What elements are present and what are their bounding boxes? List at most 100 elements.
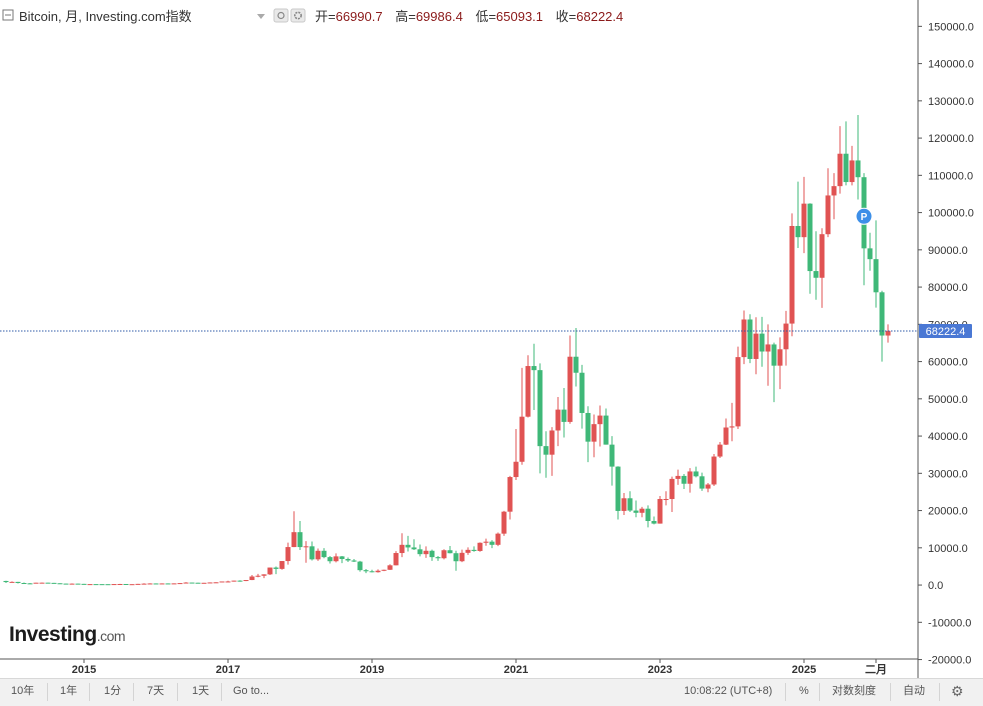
candles-layer xyxy=(3,114,891,586)
candle xyxy=(51,582,57,584)
settings-small-icon[interactable] xyxy=(290,8,306,23)
candle xyxy=(633,500,639,518)
clock-time: 10:08:22 (UTC+8) xyxy=(684,685,773,697)
candle xyxy=(693,466,699,478)
range-1y-button[interactable]: 1年 xyxy=(60,685,78,697)
candle xyxy=(609,436,615,486)
candle xyxy=(807,203,813,294)
gear-icon[interactable]: ⚙ xyxy=(951,683,964,699)
y-tick-label: -10000.0 xyxy=(928,617,971,629)
candle xyxy=(219,581,225,583)
candle xyxy=(681,474,687,489)
candle xyxy=(615,466,621,520)
candle xyxy=(567,335,573,424)
candle xyxy=(441,549,447,560)
candle xyxy=(225,580,231,583)
chevron-down-icon[interactable] xyxy=(257,14,265,19)
candle xyxy=(537,363,543,474)
logo-brand: Investing xyxy=(9,623,97,646)
candle xyxy=(207,582,213,584)
candle xyxy=(771,342,777,403)
candle xyxy=(393,551,399,566)
candle xyxy=(579,364,585,429)
candle xyxy=(153,583,159,585)
candle xyxy=(291,511,297,548)
candle xyxy=(327,556,333,564)
candle xyxy=(93,583,99,586)
candle xyxy=(21,582,27,585)
candle xyxy=(879,290,885,362)
candle xyxy=(99,584,105,586)
candle xyxy=(465,547,471,555)
symbol-title[interactable]: Bitcoin, 月, Investing.com指数 xyxy=(19,9,192,24)
collapse-legend-icon[interactable] xyxy=(2,9,14,21)
candle xyxy=(669,476,675,513)
candle xyxy=(75,583,81,585)
candle xyxy=(297,520,303,551)
candle xyxy=(645,505,651,528)
candle xyxy=(651,516,657,525)
candle xyxy=(507,475,513,520)
ohlc-readout: 开=66990.7 高=69986.4 低=65093.1 收=68222.4 xyxy=(315,9,623,24)
candle xyxy=(273,566,279,575)
y-tick-label: 50000.0 xyxy=(928,394,968,406)
candle xyxy=(9,581,15,583)
candle xyxy=(759,316,765,367)
candle xyxy=(705,482,711,493)
candle xyxy=(489,540,495,549)
y-tick-label: 30000.0 xyxy=(928,468,968,480)
last-price-label: 68222.4 xyxy=(926,326,966,338)
candle xyxy=(717,442,723,459)
candle xyxy=(813,231,819,300)
candle xyxy=(549,427,555,476)
candle xyxy=(69,583,75,585)
range-7d-button[interactable]: 7天 xyxy=(147,685,165,697)
candle xyxy=(471,546,477,552)
x-axis[interactable]: 2015 2017 2019 2021 2023 2025 二月 xyxy=(72,659,887,676)
go-to-date-button[interactable]: Go to... xyxy=(233,685,270,697)
y-tick-label: 90000.0 xyxy=(928,245,968,257)
candle xyxy=(147,583,153,585)
range-10y-button[interactable]: 10年 xyxy=(11,685,35,697)
price-marker-icon[interactable]: P xyxy=(855,207,873,225)
candle xyxy=(399,533,405,558)
candle xyxy=(279,561,285,570)
y-tick-label: 130000.0 xyxy=(928,96,974,108)
candle xyxy=(129,584,135,586)
toolbar-divider xyxy=(177,683,178,701)
candle xyxy=(453,550,459,571)
percent-scale-toggle[interactable]: % xyxy=(799,685,809,697)
eye-icon[interactable] xyxy=(273,8,289,23)
candle xyxy=(501,510,507,536)
candle xyxy=(561,388,567,438)
candle xyxy=(345,557,351,562)
y-tick-label: 0.0 xyxy=(928,580,943,592)
candle xyxy=(573,328,579,387)
range-1m-button[interactable]: 1分 xyxy=(104,685,122,697)
candle xyxy=(867,232,873,271)
toolbar-divider xyxy=(221,683,222,701)
candle xyxy=(837,126,843,194)
candle xyxy=(765,324,771,386)
candle xyxy=(783,310,789,366)
chart-header: Bitcoin, 月, Investing.com指数 开=66990.7 高=… xyxy=(2,8,623,24)
candle xyxy=(675,469,681,485)
x-tick-label: 2021 xyxy=(504,664,528,676)
toolbar-divider xyxy=(819,683,820,701)
candle xyxy=(315,548,321,561)
candle xyxy=(723,418,729,446)
x-tick-label: 2025 xyxy=(792,664,816,676)
candle xyxy=(585,406,591,463)
range-1d-button[interactable]: 1天 xyxy=(192,685,210,697)
log-scale-toggle[interactable]: 对数刻度 xyxy=(832,685,876,697)
y-tick-label: -20000.0 xyxy=(928,655,971,667)
candle xyxy=(597,405,603,447)
candle xyxy=(849,145,855,186)
candle xyxy=(381,569,387,572)
candle xyxy=(339,556,345,564)
candle xyxy=(369,569,375,573)
y-tick-label: 40000.0 xyxy=(928,431,968,443)
candle xyxy=(519,367,525,465)
auto-scale-toggle[interactable]: 自动 xyxy=(903,685,925,697)
chart[interactable]: Bitcoin, 月, Investing.com指数 开=66990.7 高=… xyxy=(0,0,983,678)
